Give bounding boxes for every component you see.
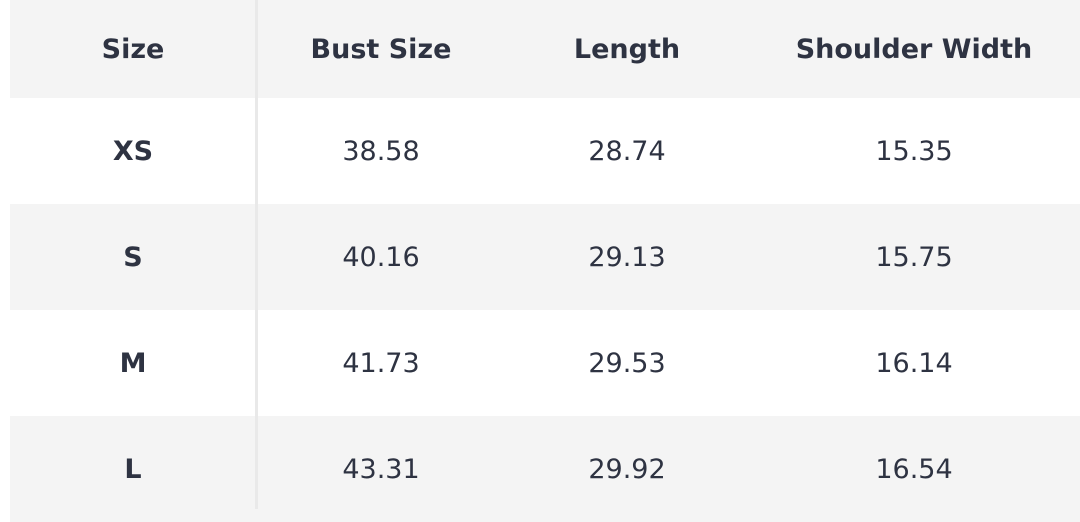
- size-cell: M: [119, 347, 147, 379]
- header-size: Size: [101, 33, 165, 65]
- bust-cell: 43.31: [342, 453, 420, 485]
- table-row: M 41.73 29.53 16.14: [10, 310, 1080, 416]
- header-shoulder-width: Shoulder Width: [795, 33, 1033, 65]
- shoulder-cell: 15.75: [875, 241, 953, 273]
- header-length: Length: [573, 33, 681, 65]
- size-chart-table: Size Bust Size Length Shoulder Width XS …: [10, 0, 1080, 522]
- table-row: S 40.16 29.13 15.75: [10, 204, 1080, 310]
- table-header-row: Size Bust Size Length Shoulder Width: [10, 0, 1080, 98]
- bust-cell: 40.16: [342, 241, 420, 273]
- table-row: L 43.31 29.92 16.54: [10, 416, 1080, 522]
- shoulder-cell: 15.35: [875, 135, 953, 167]
- bust-cell: 41.73: [342, 347, 420, 379]
- length-cell: 28.74: [588, 135, 666, 167]
- bust-cell: 38.58: [342, 135, 420, 167]
- length-cell: 29.13: [588, 241, 666, 273]
- length-cell: 29.92: [588, 453, 666, 485]
- table-row: XS 38.58 28.74 15.35: [10, 98, 1080, 204]
- size-cell: XS: [112, 135, 154, 167]
- header-bust-size: Bust Size: [310, 33, 452, 65]
- length-cell: 29.53: [588, 347, 666, 379]
- shoulder-cell: 16.14: [875, 347, 953, 379]
- column-divider: [255, 0, 258, 509]
- shoulder-cell: 16.54: [875, 453, 953, 485]
- size-cell: L: [124, 453, 142, 485]
- size-cell: S: [123, 241, 143, 273]
